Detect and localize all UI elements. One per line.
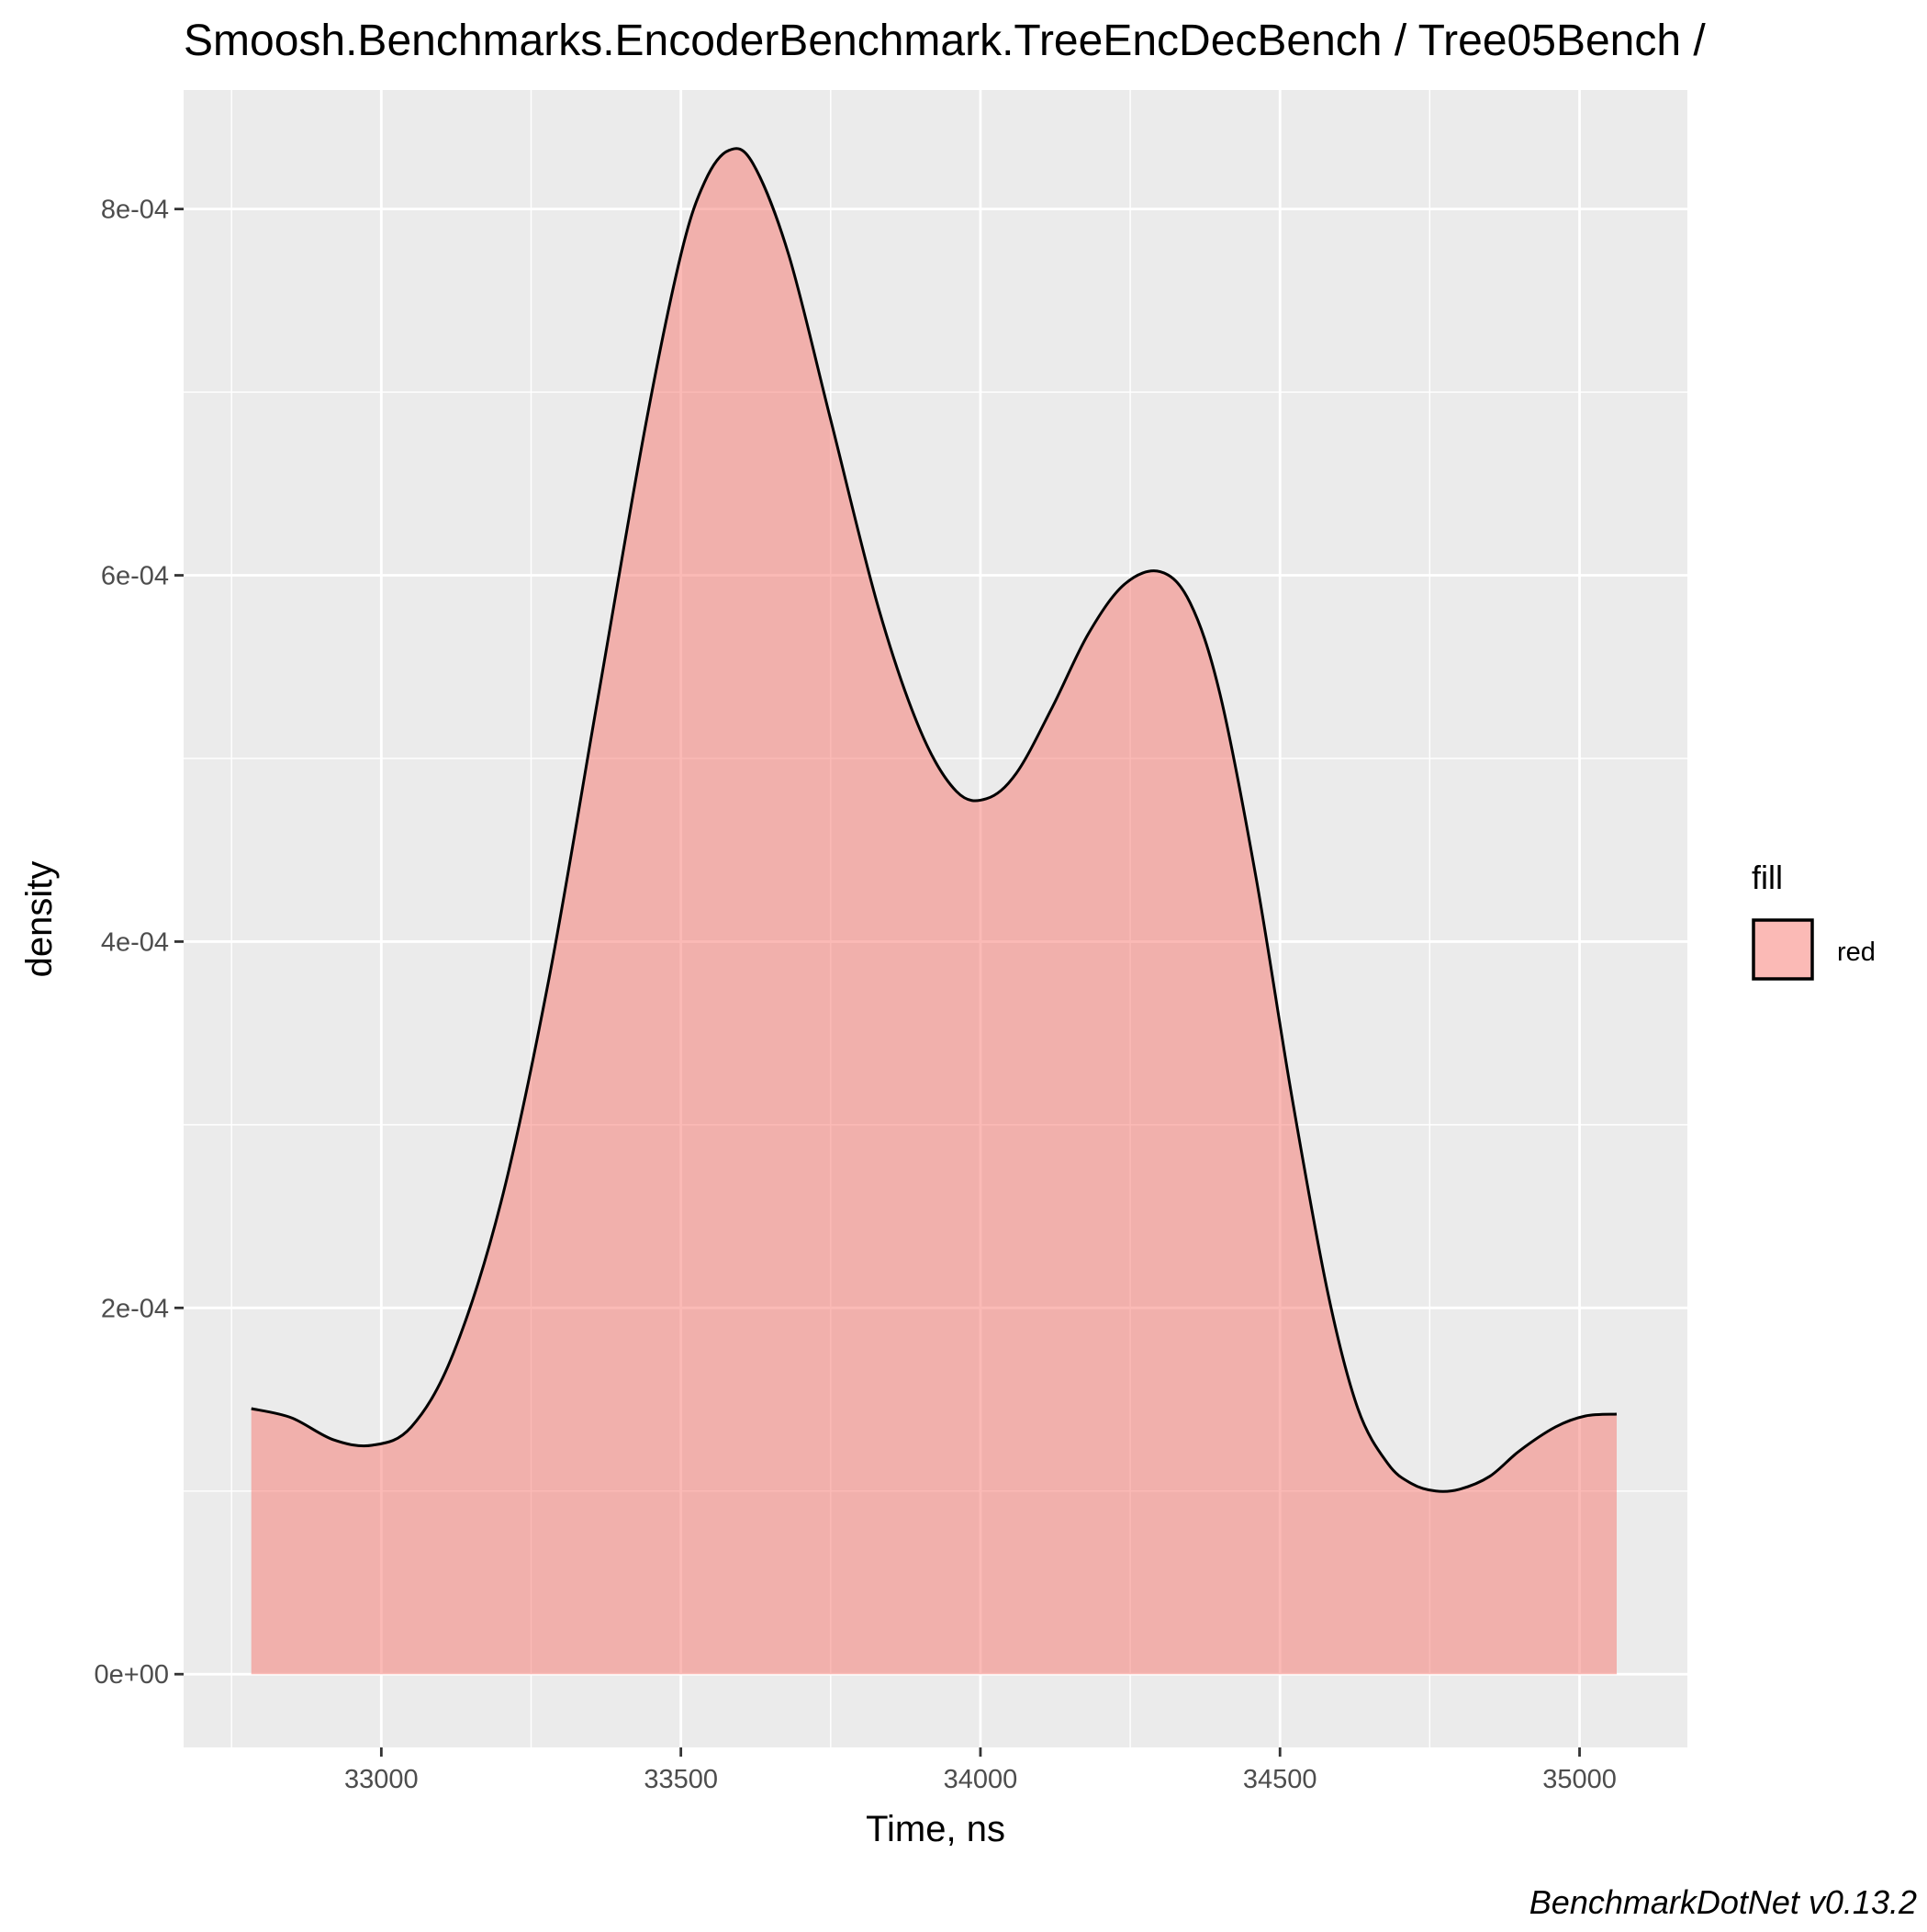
legend-title: fill	[1752, 859, 1783, 896]
x-tick-label: 33500	[644, 1765, 718, 1794]
x-tick-label: 35000	[1542, 1765, 1617, 1794]
axes: 33000 33500 34000 34500 35000 0e+00 2e-04 4e-04…	[95, 196, 1617, 1794]
y-axis-title: density	[19, 861, 60, 978]
y-tick-label: 4e-04	[101, 927, 169, 957]
x-tick-label: 33000	[344, 1765, 419, 1794]
y-tick-label: 0e+00	[95, 1660, 169, 1690]
y-tick-label: 2e-04	[101, 1294, 169, 1323]
legend-label-red: red	[1837, 938, 1876, 967]
y-tick-label: 8e-04	[101, 196, 169, 225]
density-line	[251, 147, 1618, 1493]
chart-title: Smoosh.Benchmarks.EncoderBenchmark.TreeE…	[184, 17, 1706, 65]
x-axis-title: Time, ns	[866, 1809, 1005, 1849]
legend-key-red	[1752, 918, 1814, 981]
legend: fill red	[1752, 859, 1876, 981]
density-fill	[251, 148, 1617, 1675]
density-area	[251, 147, 1618, 1675]
x-tick-label: 34000	[944, 1765, 1018, 1794]
y-tick-label: 6e-04	[101, 562, 169, 591]
caption: BenchmarkDotNet v0.13.2	[1529, 1883, 1917, 1921]
x-tick-label: 34500	[1243, 1765, 1317, 1794]
